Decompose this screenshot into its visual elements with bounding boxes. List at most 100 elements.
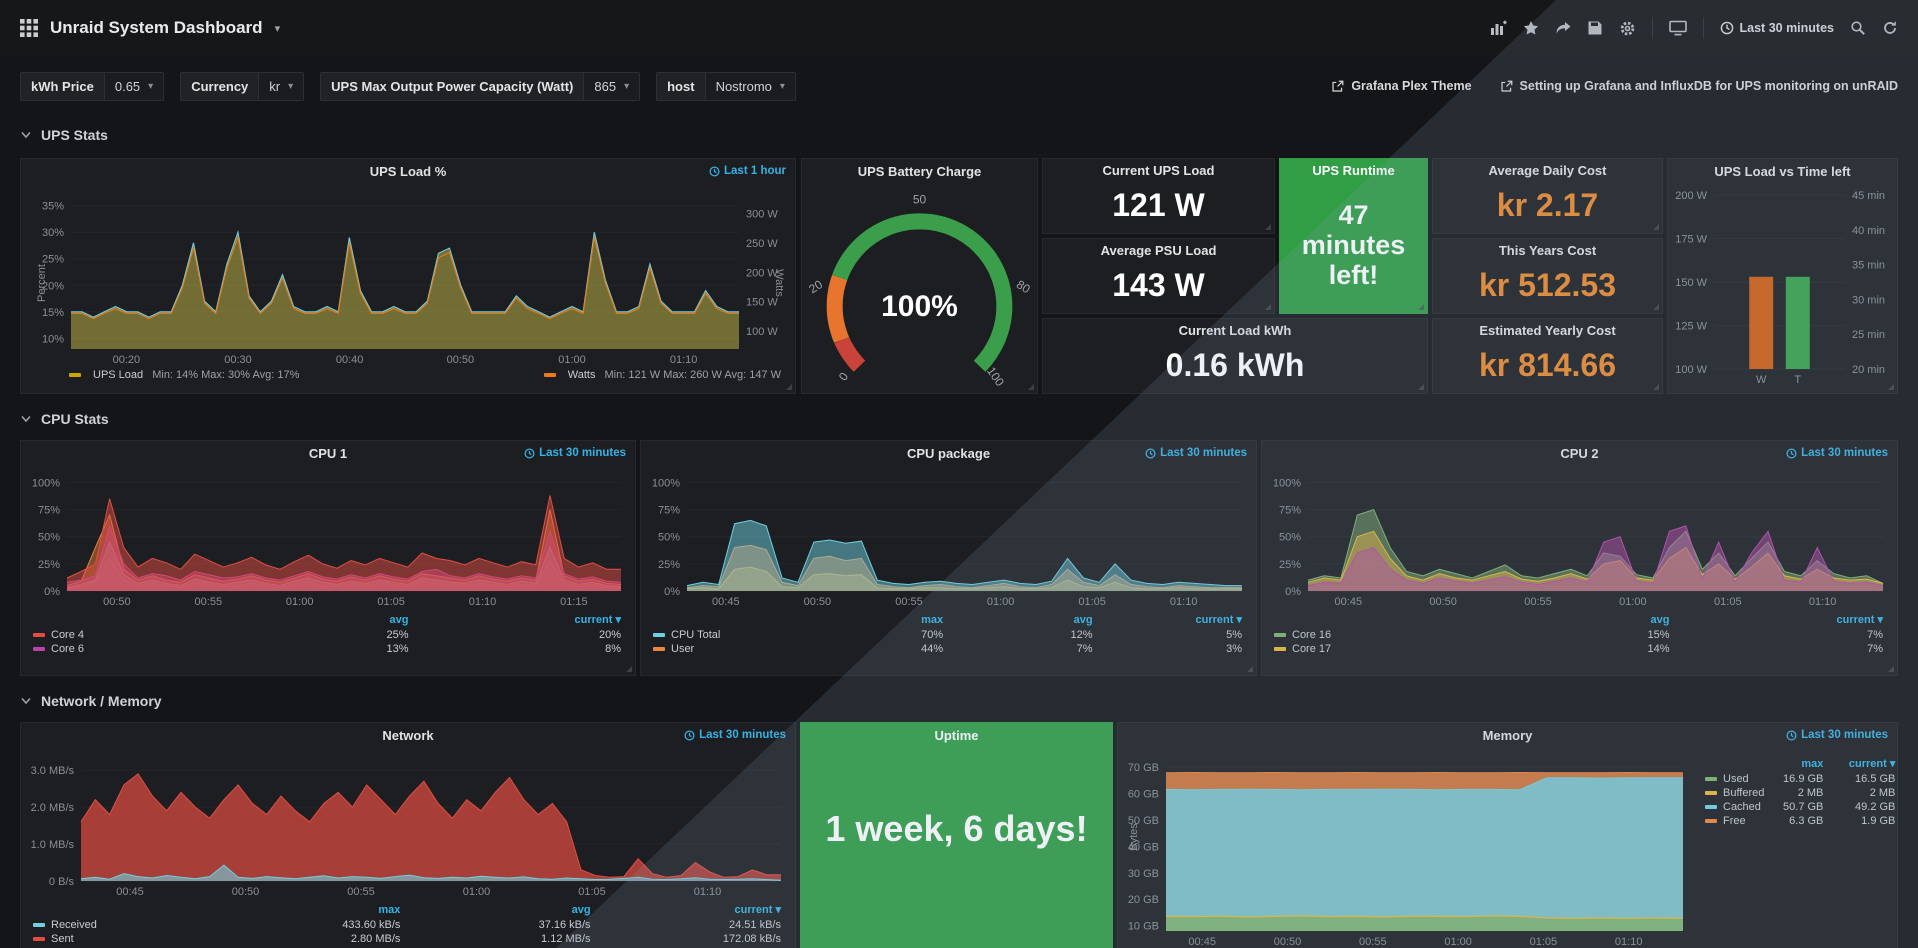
section-header-network-memory[interactable]: Network / Memory bbox=[20, 690, 162, 712]
panel-ups-runtime: UPS Runtime 47 minutes left! bbox=[1279, 158, 1428, 314]
panel-title[interactable]: Network bbox=[382, 728, 434, 743]
legend-sort-header[interactable]: max bbox=[1801, 757, 1824, 770]
svg-text:100%: 100% bbox=[652, 477, 680, 489]
panel-title[interactable]: Average PSU Load bbox=[1100, 243, 1217, 258]
caret-down-icon: ▾ bbox=[288, 80, 294, 92]
share-button[interactable] bbox=[1555, 21, 1571, 36]
legend-row[interactable]: Core 16 15% 7% bbox=[1262, 628, 1897, 642]
panel-title[interactable]: Memory bbox=[1482, 728, 1533, 743]
svg-text:60 GB: 60 GB bbox=[1128, 788, 1159, 800]
svg-text:50 GB: 50 GB bbox=[1128, 815, 1159, 827]
svg-text:300 W: 300 W bbox=[746, 209, 778, 221]
panel-time-range[interactable]: Last 30 minutes bbox=[1786, 447, 1888, 459]
panel-title[interactable]: UPS Load % bbox=[369, 164, 447, 179]
panel-title[interactable]: Average Daily Cost bbox=[1488, 163, 1607, 178]
panel-network-graph: Network Last 30 minutes 0 B/s 1.0 MB/s 2.0… bbox=[20, 722, 796, 948]
legend-row[interactable]: Sent 2.80 MB/s 1.12 MB/s 172.08 kB/s bbox=[21, 932, 795, 946]
legend-sort-header[interactable]: current ▾ bbox=[574, 614, 621, 626]
svg-text:00:45: 00:45 bbox=[116, 886, 144, 898]
time-range-button[interactable]: Last 30 minutes bbox=[1720, 21, 1834, 35]
legend-sort-header[interactable]: max bbox=[921, 613, 944, 626]
tv-cycle-view-button[interactable] bbox=[1668, 20, 1687, 36]
section-header-cpu-stats[interactable]: CPU Stats bbox=[20, 408, 109, 430]
panel-title[interactable]: Uptime bbox=[934, 728, 979, 743]
save-button[interactable] bbox=[1587, 20, 1603, 36]
legend-swatch bbox=[653, 633, 665, 638]
legend-sort-header[interactable]: max bbox=[378, 903, 401, 916]
panel-title[interactable]: UPS Load vs Time left bbox=[1714, 164, 1851, 179]
cpu2-chart[interactable]: 0% 25% 50% 75% 100% 00:45 00:50 00:55 01:00 01:05… bbox=[1262, 467, 1897, 609]
grafana-apps-icon[interactable] bbox=[20, 19, 38, 37]
legend-row[interactable]: Free 6.3 GB 1.9 GB bbox=[1693, 814, 1909, 828]
link-grafana-plex-theme[interactable]: Grafana Plex Theme bbox=[1331, 79, 1472, 93]
panel-title[interactable]: Current UPS Load bbox=[1102, 163, 1215, 178]
stat-value: kr 2.17 bbox=[1496, 186, 1599, 223]
svg-text:30 min: 30 min bbox=[1852, 294, 1885, 306]
legend-row[interactable]: Used 16.9 GB 16.5 GB bbox=[1693, 772, 1909, 786]
legend-sort-header[interactable]: current ▾ bbox=[1848, 758, 1896, 770]
ups-load-chart[interactable]: 10% 15% 20% 25% 30% 35% 100 W 150 W 200 W 250 W 30… bbox=[21, 185, 795, 367]
legend-row[interactable]: Core 17 14% 7% bbox=[1262, 642, 1897, 656]
svg-text:01:05: 01:05 bbox=[1530, 936, 1558, 948]
panel-title[interactable]: Current Load kWh bbox=[1178, 323, 1292, 338]
legend-row[interactable]: User 44% 7% 3% bbox=[641, 642, 1256, 656]
panel-title[interactable]: CPU package bbox=[906, 446, 991, 461]
legend-sort-header[interactable]: current ▾ bbox=[734, 904, 781, 916]
svg-text:25 min: 25 min bbox=[1852, 329, 1885, 341]
variable-value-dropdown[interactable]: kr ▾ bbox=[258, 72, 304, 100]
legend-row[interactable]: Core 6 13% 8% bbox=[21, 642, 635, 656]
legend-item[interactable]: Watts Min: 121 W Max: 260 W Avg: 147 W bbox=[543, 369, 781, 381]
dashboard-submenu: kWh Price 0.65 ▾ Currency kr ▾ UPS Max Out… bbox=[20, 68, 1898, 104]
svg-text:20 GB: 20 GB bbox=[1128, 894, 1159, 906]
panel-title[interactable]: CPU 1 bbox=[308, 446, 348, 461]
memory-chart[interactable]: 10 GB 20 GB 30 GB 40 GB 50 GB 60 GB 70 GB 00:45… bbox=[1118, 749, 1693, 948]
variable-value-dropdown[interactable]: 0.65 ▾ bbox=[103, 72, 164, 100]
cpu1-chart[interactable]: 0% 25% 50% 75% 100% 00:50 00:55 01:00 01:05 01:10… bbox=[21, 467, 635, 609]
legend-row[interactable]: Core 4 25% 20% bbox=[21, 628, 635, 642]
panel-time-range[interactable]: Last 1 hour bbox=[709, 165, 786, 177]
panel-time-range[interactable]: Last 30 minutes bbox=[1786, 729, 1888, 741]
svg-text:50%: 50% bbox=[658, 532, 680, 544]
divider bbox=[1651, 17, 1653, 39]
add-panel-button[interactable] bbox=[1490, 20, 1507, 36]
legend-sort-header[interactable]: current ▾ bbox=[1836, 614, 1883, 626]
legend-row[interactable]: CPU Total 70% 12% 5% bbox=[641, 628, 1256, 642]
variable-value-dropdown[interactable]: Nostromo ▾ bbox=[704, 72, 795, 100]
panel-time-range[interactable]: Last 30 minutes bbox=[1145, 447, 1247, 459]
legend-sort-header[interactable]: current ▾ bbox=[1195, 614, 1242, 626]
dashboard-title[interactable]: Unraid System Dashboard bbox=[50, 18, 263, 37]
cpu-package-legend: max avg current ▾ CPU Total 70% 12% 5% User 44% 7… bbox=[641, 613, 1256, 656]
legend-sort-header[interactable]: avg bbox=[571, 903, 591, 916]
panel-this-years-cost: This Years Cost kr 512.53 bbox=[1432, 238, 1663, 314]
cpu-package-chart[interactable]: 0% 25% 50% 75% 100% 00:45 00:50 00:55 01:00 01:05… bbox=[641, 467, 1256, 609]
section-header-ups-stats[interactable]: UPS Stats bbox=[20, 124, 108, 146]
link-grafana-influxdb-guide[interactable]: Setting up Grafana and InfluxDB for UPS … bbox=[1500, 79, 1898, 93]
legend-sort-header[interactable]: avg bbox=[1650, 613, 1670, 626]
legend-item[interactable]: UPS Load Min: 14% Max: 30% Avg: 17% bbox=[69, 369, 299, 381]
panel-time-range[interactable]: Last 30 minutes bbox=[524, 447, 626, 459]
network-chart[interactable]: 0 B/s 1.0 MB/s 2.0 MB/s 3.0 MB/s 00:45 00:50 0… bbox=[21, 749, 795, 899]
caret-down-icon: ▾ bbox=[779, 80, 785, 92]
panel-title[interactable]: CPU 2 bbox=[1560, 446, 1599, 461]
panel-title[interactable]: UPS Runtime bbox=[1312, 163, 1395, 178]
legend-row[interactable]: Received 433.60 kB/s 37.16 kB/s 24.51 kB/s bbox=[21, 918, 795, 932]
panel-time-range[interactable]: Last 30 minutes bbox=[684, 729, 786, 741]
panel-title[interactable]: UPS Battery Charge bbox=[857, 164, 982, 179]
svg-text:W: W bbox=[1756, 374, 1767, 386]
zoom-out-search-button[interactable] bbox=[1850, 20, 1866, 36]
variable-host: host Nostromo ▾ bbox=[656, 71, 796, 101]
legend-row[interactable]: Cached 50.7 GB 49.2 GB bbox=[1693, 800, 1909, 814]
panel-title[interactable]: Estimated Yearly Cost bbox=[1479, 323, 1616, 338]
panel-average-psu-load: Average PSU Load 143 W bbox=[1042, 238, 1275, 314]
svg-text:40 min: 40 min bbox=[1852, 225, 1885, 237]
legend-sort-header[interactable]: avg bbox=[389, 613, 409, 626]
variable-value-dropdown[interactable]: 865 ▾ bbox=[583, 72, 640, 100]
legend-sort-header[interactable]: avg bbox=[1073, 613, 1093, 626]
panel-title[interactable]: This Years Cost bbox=[1498, 243, 1597, 258]
star-button[interactable] bbox=[1523, 20, 1539, 36]
refresh-button[interactable] bbox=[1882, 20, 1898, 36]
legend-row[interactable]: Buffered 2 MB 2 MB bbox=[1693, 786, 1909, 800]
settings-gear-icon[interactable] bbox=[1619, 20, 1636, 37]
panel-uptime: Uptime 1 week, 6 days! bbox=[800, 722, 1113, 948]
